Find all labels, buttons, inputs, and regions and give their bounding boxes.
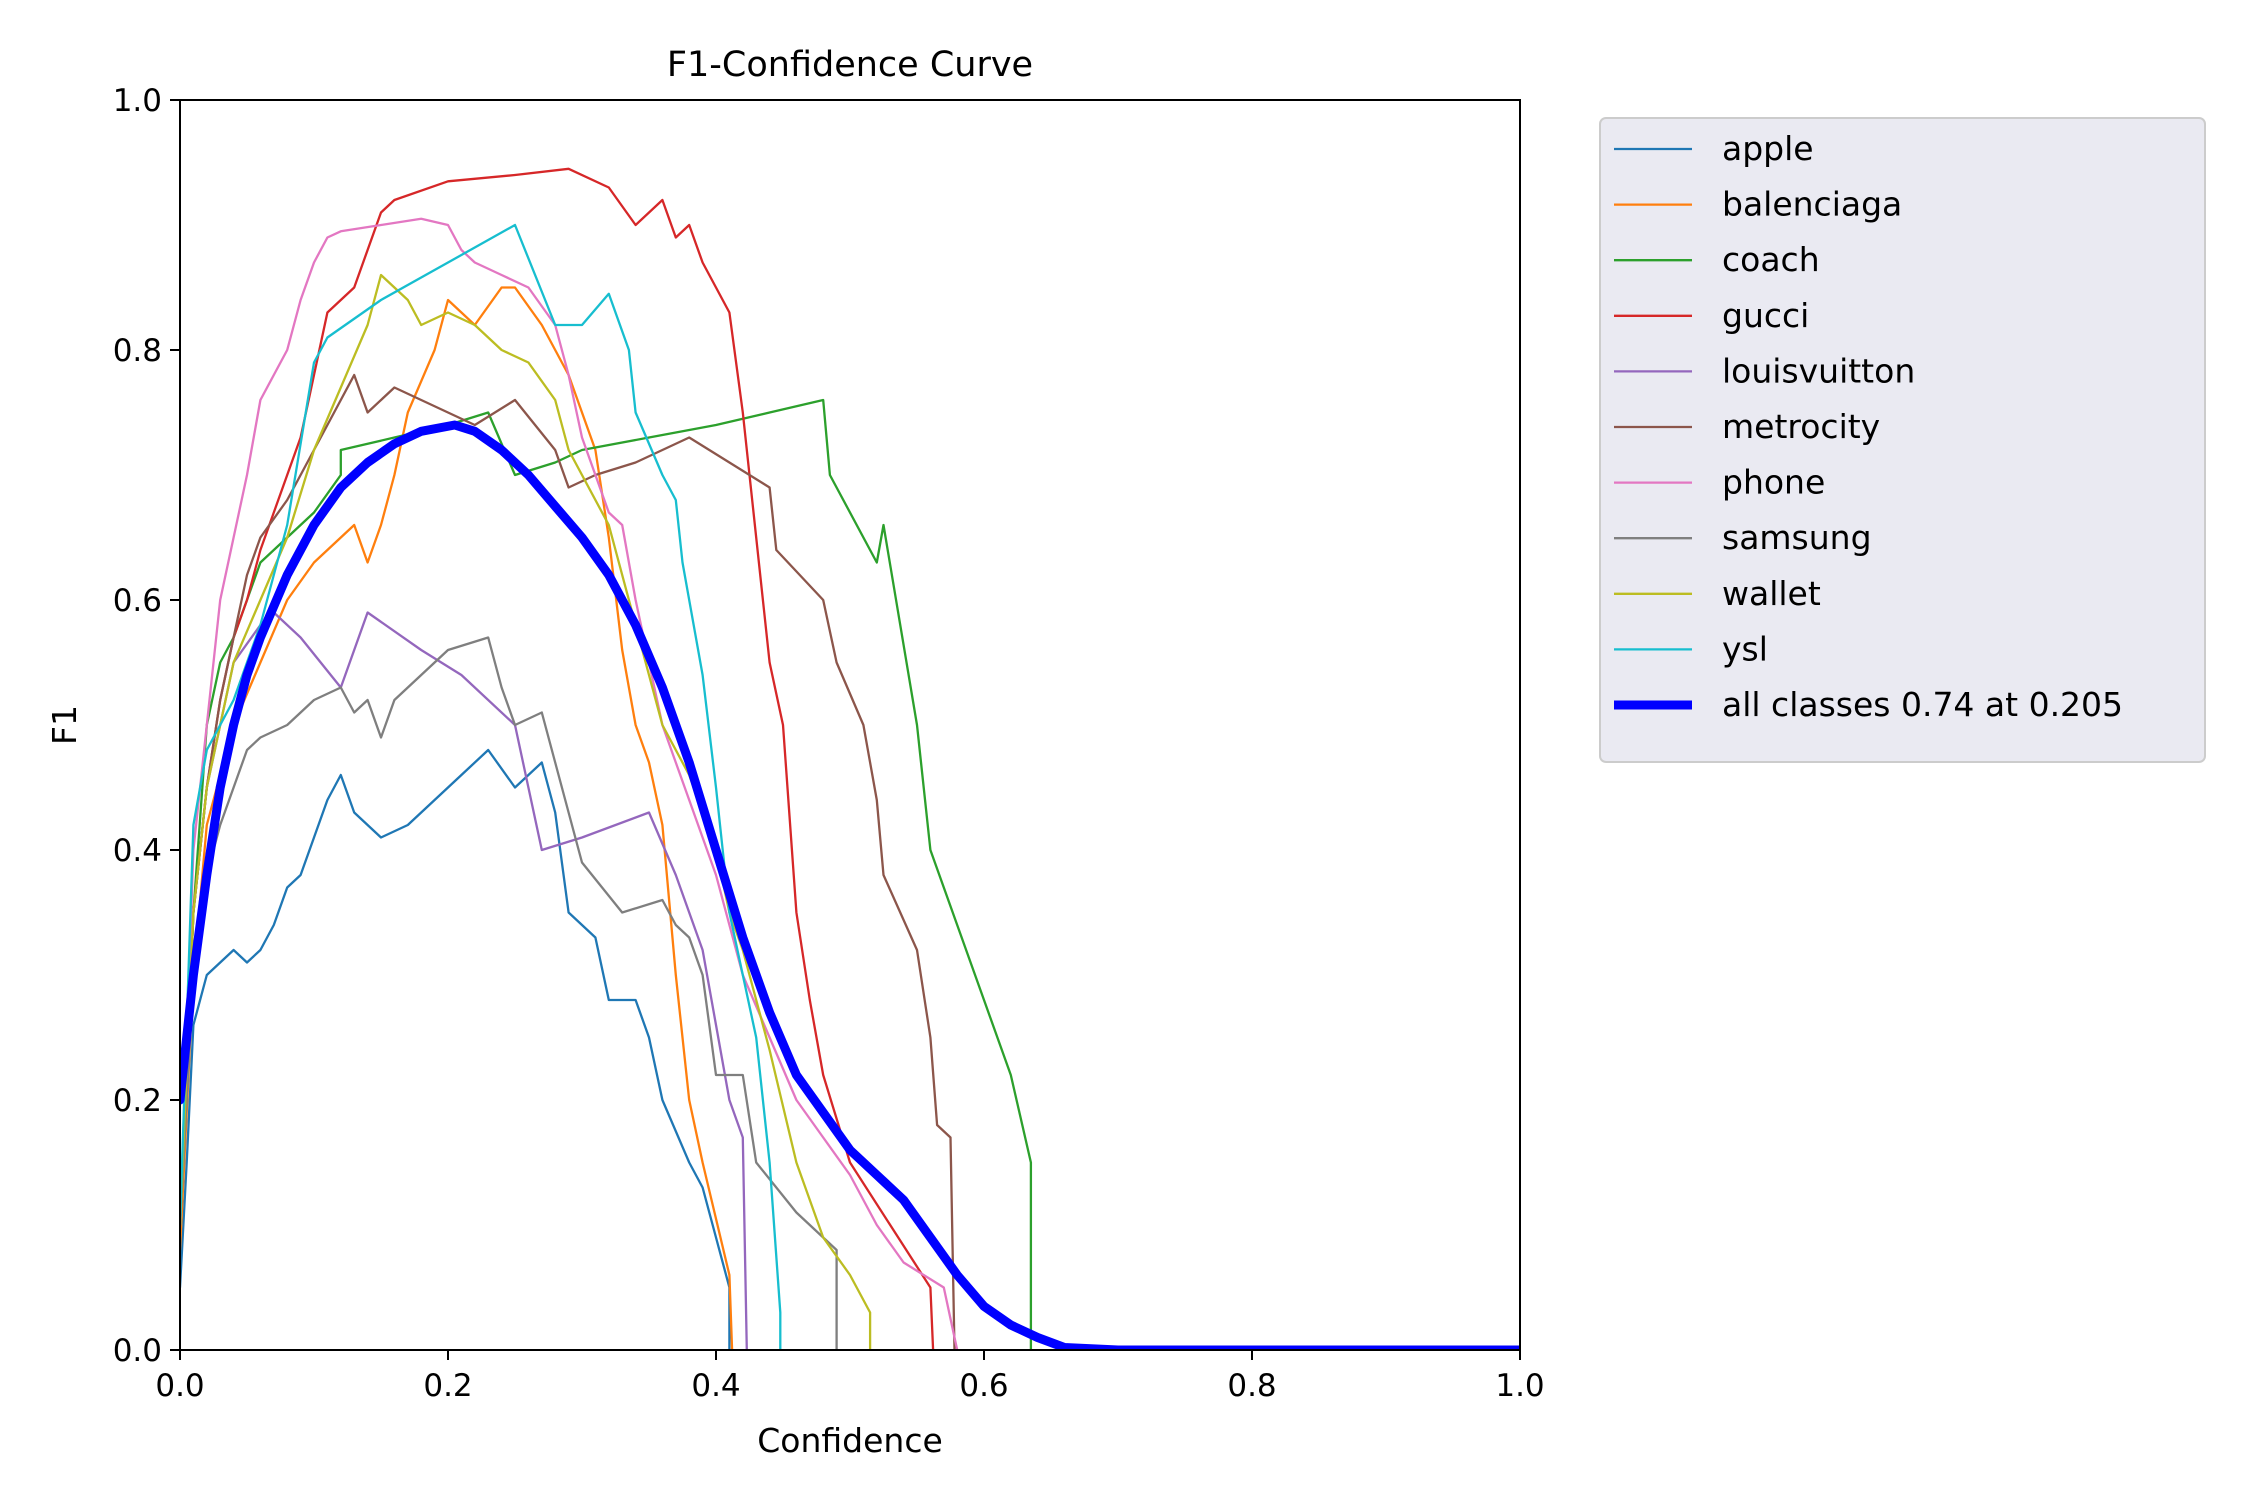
legend-label: samsung xyxy=(1722,518,1872,557)
axes-layer: 0.0 0.2 0.4 0.6 0.8 1.0 0.0 0.2 0.4 0.6 0.8 1.0 xyxy=(113,83,1545,1404)
y-tick-label: 0.6 xyxy=(113,583,162,619)
y-axis-label: F1 xyxy=(45,705,84,745)
series-line-gucci xyxy=(180,167,935,1350)
x-tick-label: 0.4 xyxy=(691,1368,740,1404)
legend-label: coach xyxy=(1722,240,1820,279)
x-tick-label: 0.8 xyxy=(1227,1368,1276,1404)
legend-label: apple xyxy=(1722,129,1814,168)
y-tick-label: 0.0 xyxy=(113,1333,162,1369)
y-tick-label: 1.0 xyxy=(113,83,162,119)
legend-label: gucci xyxy=(1722,296,1809,335)
x-axis-label: Confidence xyxy=(757,1421,943,1460)
legend-label: ysl xyxy=(1722,629,1768,668)
y-tick-label: 0.2 xyxy=(113,1083,162,1119)
series-line-samsung xyxy=(180,636,838,1350)
plot-frame xyxy=(179,99,1521,1351)
series-line-ysl xyxy=(180,223,782,1350)
y-tick-label: 0.4 xyxy=(113,833,162,869)
legend-label: metrocity xyxy=(1722,407,1880,446)
series-line-all xyxy=(180,420,1520,1350)
legend-label: louisvuitton xyxy=(1722,351,1915,390)
legend: apple balenciaga coach gucci louisvuitton met… xyxy=(1599,117,2206,763)
legend-label: phone xyxy=(1722,463,1825,502)
legend-label: balenciaga xyxy=(1722,185,1902,224)
series-line-louisvuitton xyxy=(180,611,748,1350)
y-tick-label: 0.8 xyxy=(113,333,162,369)
x-tick-label: 0.6 xyxy=(959,1368,1008,1404)
legend-label: all classes 0.74 at 0.205 xyxy=(1722,685,2123,724)
series-line-wallet xyxy=(180,273,872,1350)
x-tick-label: 1.0 xyxy=(1495,1368,1544,1404)
series-line-metrocity xyxy=(180,373,956,1350)
series-line-apple xyxy=(180,748,731,1350)
chart-title: F1-Confidence Curve xyxy=(667,45,1033,85)
legend-label: wallet xyxy=(1722,574,1821,613)
x-tick-label: 0.0 xyxy=(155,1368,204,1404)
series-layer xyxy=(180,167,1520,1350)
series-line-phone xyxy=(180,217,959,1350)
x-tick-label: 0.2 xyxy=(423,1368,472,1404)
legend-box xyxy=(1599,117,2206,763)
